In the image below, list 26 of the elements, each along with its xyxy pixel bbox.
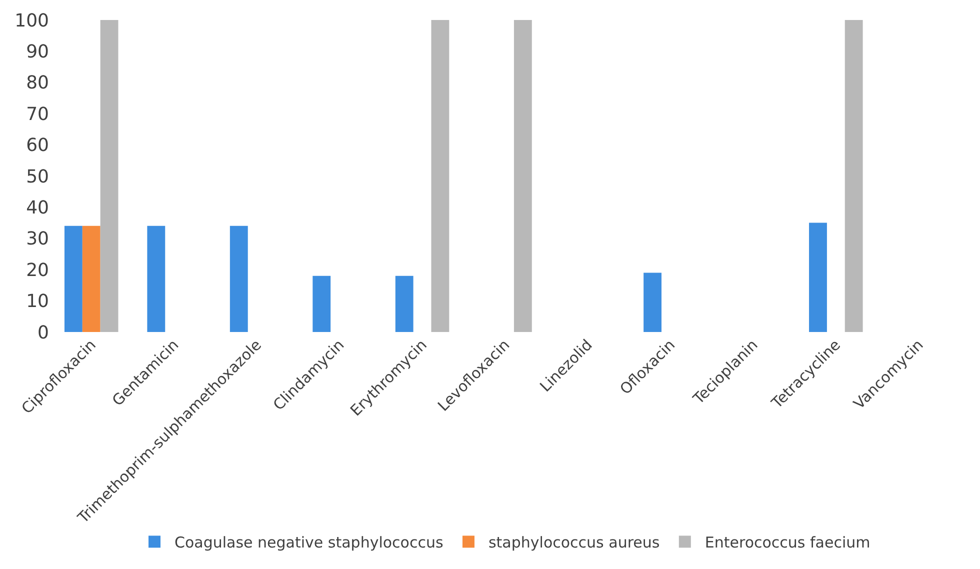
bar	[64, 226, 82, 332]
y-tick-label: 80	[26, 72, 49, 94]
bar	[809, 222, 827, 332]
y-tick-label: 60	[26, 135, 49, 156]
legend-label: Coagulase negative staphylococcus	[174, 534, 444, 552]
y-tick-label: 70	[26, 104, 49, 125]
y-tick-label: 10	[26, 291, 49, 312]
bar	[100, 20, 118, 332]
bar	[644, 272, 662, 332]
bar	[312, 276, 331, 332]
legend-label: staphylococcus aureus	[488, 534, 660, 552]
y-tick-label: 30	[26, 228, 49, 250]
bar	[82, 226, 100, 332]
y-tick-label: 20	[26, 260, 49, 281]
y-tick-label: 40	[26, 198, 49, 218]
bar	[230, 226, 248, 332]
bar	[147, 226, 166, 332]
y-tick-label: 50	[26, 166, 49, 188]
y-tick-label: 90	[26, 42, 49, 62]
y-tick-label: 100	[14, 10, 49, 32]
y-tick-label: 0	[38, 322, 49, 344]
bar	[844, 20, 863, 332]
bar	[514, 20, 532, 332]
bar	[395, 276, 414, 332]
bar	[431, 20, 450, 332]
legend-label: Enterococcus faecium	[704, 534, 870, 552]
